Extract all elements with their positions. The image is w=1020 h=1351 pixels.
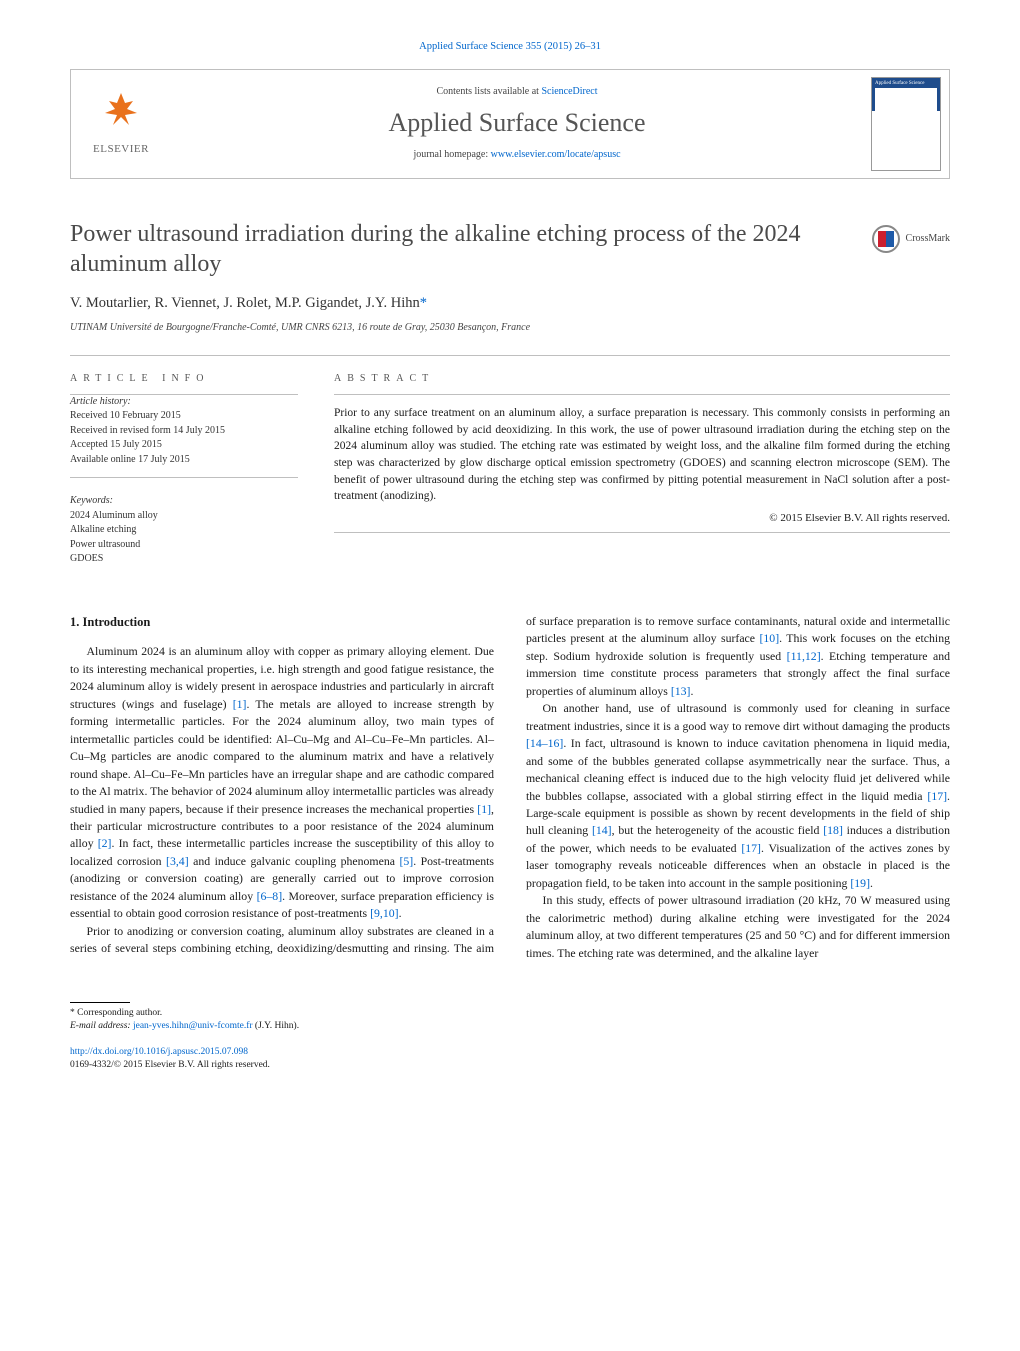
article-info-column: ARTICLE INFO Article history: Received 1… xyxy=(70,362,298,567)
section-1-head: 1. Introduction xyxy=(70,613,494,632)
sciencedirect-link[interactable]: ScienceDirect xyxy=(541,86,597,97)
keyword: Power ultrasound xyxy=(70,539,140,550)
citation-ref[interactable]: [9,10] xyxy=(370,906,399,920)
crossmark-icon xyxy=(872,225,900,253)
email-label: E-mail address: xyxy=(70,1021,133,1031)
journal-cover-thumbnail: Applied Surface Science xyxy=(871,77,941,171)
keyword: Alkaline etching xyxy=(70,524,136,535)
divider-top xyxy=(70,355,950,356)
citation-ref[interactable]: [13] xyxy=(671,684,691,698)
keyword: GDOES xyxy=(70,553,103,564)
body-columns: 1. Introduction Aluminum 2024 is an alum… xyxy=(70,613,950,962)
citation-ref[interactable]: [5] xyxy=(399,854,413,868)
citation-ref[interactable]: [18] xyxy=(823,823,843,837)
abstract-head: ABSTRACT xyxy=(334,372,950,386)
journal-header: ELSEVIER Contents lists available at Sci… xyxy=(70,69,950,179)
citation-ref[interactable]: [11,12] xyxy=(787,649,821,663)
affiliation: UTINAM Université de Bourgogne/Franche-C… xyxy=(70,321,950,335)
citation-ref[interactable]: [19] xyxy=(850,876,870,890)
citation-ref[interactable]: [2] xyxy=(98,836,112,850)
elsevier-tree-icon xyxy=(99,89,143,140)
crossmark-label: CrossMark xyxy=(906,232,950,246)
history-line: Accepted 15 July 2015 xyxy=(70,439,162,450)
email-person: (J.Y. Hihn). xyxy=(253,1021,300,1031)
body-paragraph: Aluminum 2024 is an aluminum alloy with … xyxy=(70,643,494,922)
article-title: Power ultrasound irradiation during the … xyxy=(70,219,854,279)
body-paragraph: In this study, effects of power ultrasou… xyxy=(526,892,950,962)
keywords-block: Keywords: 2024 Aluminum alloy Alkaline e… xyxy=(70,494,298,567)
cover-thumbnail-container: Applied Surface Science xyxy=(863,70,949,178)
info-abstract-row: ARTICLE INFO Article history: Received 1… xyxy=(70,362,950,567)
citation-ref[interactable]: [1] xyxy=(233,697,247,711)
email-line: E-mail address: jean-yves.hihn@univ-fcom… xyxy=(70,1020,950,1033)
authors-names: V. Moutarlier, R. Viennet, J. Rolet, M.P… xyxy=(70,295,420,311)
history-line: Received 10 February 2015 xyxy=(70,410,181,421)
cover-body xyxy=(875,88,937,167)
abstract-column: ABSTRACT Prior to any surface treatment … xyxy=(334,362,950,567)
homepage-line: journal homepage: www.elsevier.com/locat… xyxy=(171,148,863,162)
abstract-divider xyxy=(334,394,950,395)
abstract-copyright: © 2015 Elsevier B.V. All rights reserved… xyxy=(334,511,950,526)
title-row: Power ultrasound irradiation during the … xyxy=(70,219,950,279)
doi-line: http://dx.doi.org/10.1016/j.apsusc.2015.… xyxy=(70,1046,950,1059)
citation-ref[interactable]: [6–8] xyxy=(257,889,283,903)
citation-ref[interactable]: [1] xyxy=(477,802,491,816)
journal-title: Applied Surface Science xyxy=(171,105,863,141)
crossmark-widget[interactable]: CrossMark xyxy=(872,225,950,253)
cover-title: Applied Surface Science xyxy=(875,81,937,87)
body-paragraph: On another hand, use of ultrasound is co… xyxy=(526,700,950,892)
citation-ref[interactable]: [10] xyxy=(759,631,779,645)
corresponding-author-note: * Corresponding author. xyxy=(70,1007,950,1020)
keywords-head: Keywords: xyxy=(70,494,298,509)
corresponding-email-link[interactable]: jean-yves.hihn@univ-fcomte.fr xyxy=(133,1021,253,1031)
article-history: Article history: Received 10 February 20… xyxy=(70,395,298,468)
keyword: 2024 Aluminum alloy xyxy=(70,510,158,521)
citation-ref[interactable]: [14–16] xyxy=(526,736,563,750)
history-line: Received in revised form 14 July 2015 xyxy=(70,425,225,436)
homepage-prefix: journal homepage: xyxy=(413,149,490,160)
journal-reference: Applied Surface Science 355 (2015) 26–31 xyxy=(70,40,950,55)
corresponding-mark: * xyxy=(420,295,427,311)
journal-homepage-link[interactable]: www.elsevier.com/locate/apsusc xyxy=(491,149,621,160)
page-footer: * Corresponding author. E-mail address: … xyxy=(70,1002,950,1072)
history-head: Article history: xyxy=(70,396,131,407)
contents-prefix: Contents lists available at xyxy=(436,86,541,97)
citation-ref[interactable]: [14] xyxy=(592,823,612,837)
citation-ref[interactable]: [17] xyxy=(927,789,947,803)
info-divider-2 xyxy=(70,477,298,478)
doi-link[interactable]: http://dx.doi.org/10.1016/j.apsusc.2015.… xyxy=(70,1047,248,1057)
issn-copyright-line: 0169-4332/© 2015 Elsevier B.V. All right… xyxy=(70,1059,950,1072)
publisher-name: ELSEVIER xyxy=(93,142,149,157)
history-line: Available online 17 July 2015 xyxy=(70,454,190,465)
contents-available-line: Contents lists available at ScienceDirec… xyxy=(171,85,863,99)
abstract-divider-bottom xyxy=(334,532,950,533)
footnote-rule xyxy=(70,1002,130,1003)
citation-ref[interactable]: [3,4] xyxy=(166,854,189,868)
abstract-text: Prior to any surface treatment on an alu… xyxy=(334,405,950,505)
authors-line: V. Moutarlier, R. Viennet, J. Rolet, M.P… xyxy=(70,293,950,313)
publisher-logo: ELSEVIER xyxy=(71,70,171,178)
citation-ref[interactable]: [17] xyxy=(741,841,761,855)
article-info-head: ARTICLE INFO xyxy=(70,372,298,386)
header-center: Contents lists available at ScienceDirec… xyxy=(171,70,863,178)
